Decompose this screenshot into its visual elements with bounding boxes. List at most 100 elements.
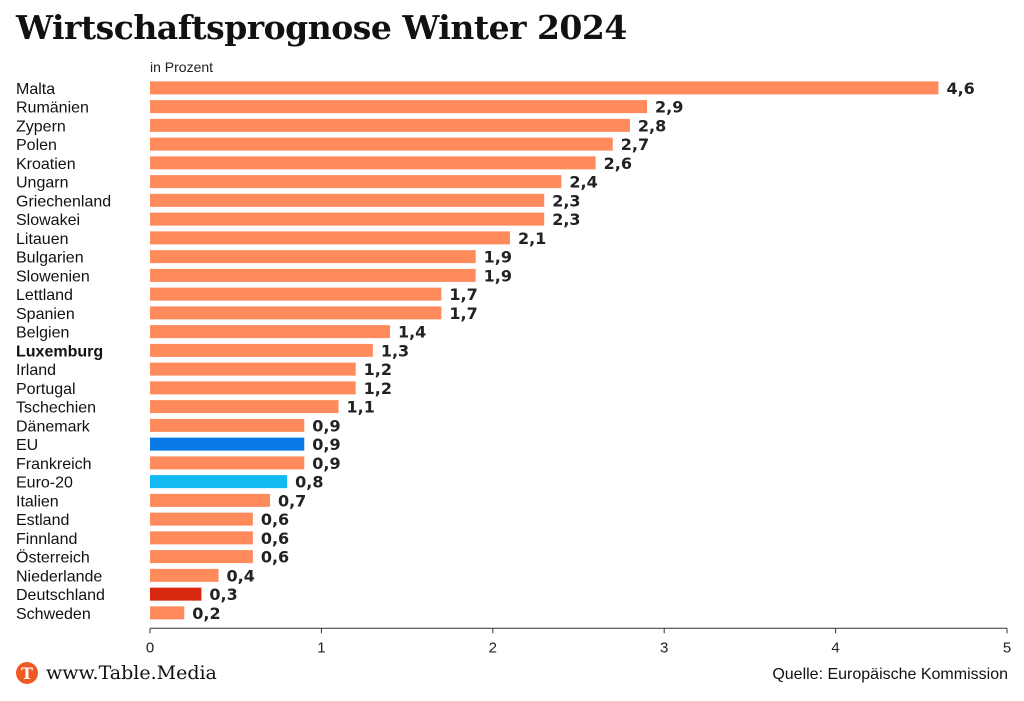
- bar: [150, 381, 356, 395]
- category-label: Deutschland: [16, 587, 105, 604]
- value-label: 1,9: [484, 248, 512, 267]
- bar: [150, 343, 373, 357]
- value-label: 1,4: [398, 323, 426, 342]
- value-label: 2,9: [655, 98, 683, 117]
- value-label: 1,9: [484, 266, 512, 285]
- category-label: Frankreich: [16, 456, 92, 473]
- category-label: Dänemark: [16, 418, 91, 435]
- value-label: 2,3: [552, 191, 580, 210]
- value-label: 0,9: [312, 435, 340, 454]
- value-label: 2,1: [518, 229, 546, 248]
- value-label: 0,6: [261, 510, 289, 529]
- bar: [150, 362, 356, 376]
- bar: [150, 212, 545, 226]
- category-label: Slowenien: [16, 268, 90, 285]
- bar: [150, 81, 939, 95]
- table-media-logo: T www.Table.Media: [16, 662, 217, 684]
- bar: [150, 137, 613, 151]
- category-label: Rumänien: [16, 100, 89, 117]
- value-label: 2,3: [552, 210, 580, 229]
- category-label: Österreich: [16, 549, 90, 567]
- category-label: Irland: [16, 362, 56, 379]
- category-label: Malta: [16, 81, 55, 98]
- chart-title: Wirtschaftsprognose Winter 2024: [16, 8, 627, 47]
- value-label: 0,4: [227, 566, 255, 585]
- value-label: 1,7: [449, 285, 477, 304]
- bar: [150, 587, 202, 601]
- bar: [150, 531, 253, 545]
- category-label: Finnland: [16, 531, 77, 548]
- value-label: 2,6: [604, 154, 632, 173]
- value-label: 0,3: [209, 585, 237, 604]
- category-label: Estland: [16, 512, 69, 529]
- category-label: Euro-20: [16, 475, 73, 492]
- bar-chart: Malta 4,6 Rumänien 2,9 Zypern 2,8 Polen 2,7 Kroa…: [16, 79, 1011, 656]
- source-note: Quelle: Europäische Kommission: [772, 666, 1008, 683]
- category-label: Bulgarien: [16, 250, 84, 267]
- bar: [150, 475, 288, 489]
- category-label: Polen: [16, 137, 57, 154]
- bar: [150, 287, 442, 301]
- value-label: 0,7: [278, 491, 306, 510]
- category-label: Griechenland: [16, 193, 111, 210]
- category-label: Schweden: [16, 606, 91, 623]
- bar: [150, 325, 390, 339]
- bar: [150, 231, 510, 245]
- bar: [150, 418, 305, 432]
- value-label: 2,8: [638, 116, 666, 135]
- category-label: Slowakei: [16, 212, 80, 229]
- category-label: Tschechien: [16, 400, 96, 417]
- bar: [150, 156, 596, 170]
- bar: [150, 100, 648, 114]
- chart-subtitle: in Prozent: [150, 59, 214, 75]
- value-label: 4,6: [946, 79, 974, 98]
- x-tick-label: 1: [317, 639, 325, 656]
- value-label: 0,8: [295, 473, 323, 492]
- value-label: 0,9: [312, 416, 340, 435]
- bar: [150, 306, 442, 320]
- category-label: Portugal: [16, 381, 76, 398]
- table-media-logo-icon: T: [16, 662, 38, 684]
- category-label: Kroatien: [16, 156, 76, 173]
- x-tick-label: 0: [146, 639, 154, 656]
- category-label: EU: [16, 437, 38, 454]
- category-label: Italien: [16, 493, 59, 510]
- bar: [150, 175, 562, 189]
- value-label: 2,7: [621, 135, 649, 154]
- value-label: 0,6: [261, 529, 289, 548]
- category-label: Luxemburg: [16, 343, 103, 360]
- bar: [150, 268, 476, 282]
- bar: [150, 568, 219, 582]
- x-tick-label: 2: [489, 639, 497, 656]
- x-tick-label: 3: [660, 639, 668, 656]
- value-label: 2,4: [569, 173, 597, 192]
- bar: [150, 118, 630, 132]
- bar: [150, 493, 270, 507]
- bar: [150, 400, 339, 414]
- value-label: 0,2: [192, 604, 220, 623]
- x-tick-label: 5: [1003, 639, 1011, 656]
- category-label: Ungarn: [16, 175, 68, 192]
- category-label: Niederlande: [16, 568, 102, 585]
- value-label: 1,3: [381, 341, 409, 360]
- value-label: 0,9: [312, 454, 340, 473]
- bar: [150, 550, 253, 564]
- bar: [150, 193, 545, 207]
- value-label: 1,1: [347, 398, 375, 417]
- category-label: Lettland: [16, 287, 73, 304]
- category-label: Belgien: [16, 325, 69, 342]
- bar: [150, 606, 185, 620]
- bar: [150, 512, 253, 526]
- bar: [150, 456, 305, 470]
- x-tick-label: 4: [831, 639, 839, 656]
- logo-text: www.Table.Media: [46, 662, 217, 684]
- bar: [150, 437, 305, 451]
- value-label: 0,6: [261, 548, 289, 567]
- category-label: Zypern: [16, 118, 66, 135]
- value-label: 1,7: [449, 304, 477, 323]
- bar: [150, 250, 476, 264]
- value-label: 1,2: [364, 379, 392, 398]
- category-label: Spanien: [16, 306, 75, 323]
- category-label: Litauen: [16, 231, 69, 248]
- value-label: 1,2: [364, 360, 392, 379]
